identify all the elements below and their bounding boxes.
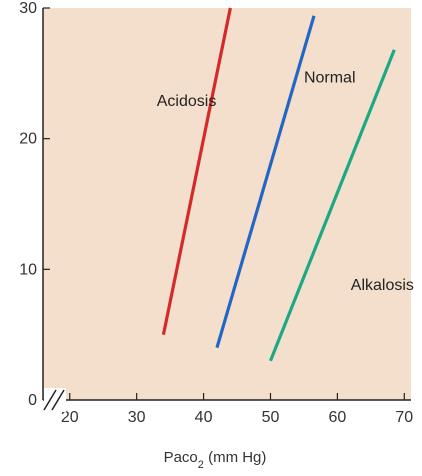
y-axis-ticks: 0 10 20 30: [19, 0, 50, 409]
x-tick-label: 50: [262, 409, 280, 426]
y-tick-label: 30: [19, 0, 37, 17]
y-tick-label: 10: [19, 261, 37, 278]
plot-background: [43, 8, 411, 400]
series-label-acidosis: Acidosis: [157, 93, 217, 110]
y-tick-label: 20: [19, 131, 37, 148]
x-axis-title: Paco2 (mm Hg): [164, 449, 267, 471]
series-line-acidosis: [161, 7, 232, 335]
x-tick-label: 20: [61, 409, 79, 426]
axis-break-icon: [43, 388, 66, 412]
x-tick-label: 60: [329, 409, 347, 426]
series-line-normal: [215, 15, 316, 349]
y-tick-label: 0: [28, 392, 37, 409]
x-tick-label: 70: [395, 409, 413, 426]
series-lines: [161, 7, 396, 362]
series-labels: Acidosis Normal Alkalosis: [157, 69, 414, 294]
x-tick-label: 40: [195, 409, 213, 426]
series-label-alkalosis: Alkalosis: [351, 277, 414, 294]
x-tick-label: 30: [128, 409, 146, 426]
series-label-normal: Normal: [304, 69, 356, 86]
x-axis-ticks: 20 30 40 50 60 70: [61, 393, 413, 426]
series-line-alkalosis: [269, 49, 396, 362]
